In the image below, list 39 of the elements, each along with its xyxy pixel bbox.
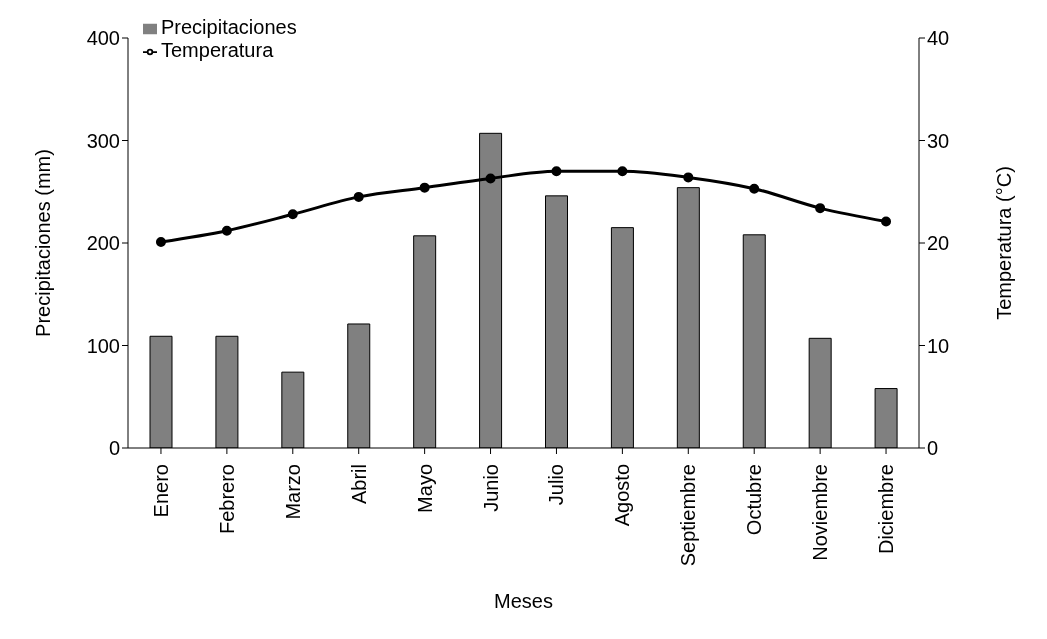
point <box>617 166 628 177</box>
x-tick-label: Diciembre <box>875 464 898 555</box>
x-axis-title: Meses <box>494 590 553 612</box>
point <box>881 216 892 227</box>
x-tick-label: Noviembre <box>809 464 832 561</box>
x-tick-label: Julio <box>545 464 568 506</box>
x-tick-label: Febrero <box>215 464 238 535</box>
point <box>683 172 694 183</box>
y-tick-label: 200 <box>86 232 120 255</box>
x-tick-label: Septiembre <box>677 464 700 567</box>
x-tick-label: Abril <box>347 464 370 505</box>
y-tick-label: 400 <box>86 27 120 50</box>
point <box>155 236 166 247</box>
point <box>353 191 364 202</box>
y-tick-label: 300 <box>86 129 120 152</box>
x-tick-label: Agosto <box>611 464 634 527</box>
y2-axis-title: Temperatura (°C) <box>993 166 1016 320</box>
y2-tick-label: 10 <box>927 334 950 357</box>
point <box>221 225 232 236</box>
y-axis-title: Precipitaciones (mm) <box>32 149 55 337</box>
x-tick-label: Mayo <box>413 464 436 513</box>
x-tick-label: Junio <box>479 464 502 512</box>
point <box>749 183 760 194</box>
x-tick-label: Enero <box>149 464 172 518</box>
x-tick-label: Octubre <box>743 464 766 536</box>
y-tick-label: 100 <box>86 334 120 357</box>
y2-tick-label: 30 <box>927 129 950 152</box>
point <box>551 166 562 177</box>
y2-tick-label: 20 <box>927 232 950 255</box>
point <box>815 203 826 214</box>
y-tick-label: 0 <box>108 437 120 460</box>
point <box>287 209 298 220</box>
y2-tick-label: 40 <box>927 27 950 50</box>
point <box>419 182 430 193</box>
x-tick-label: Marzo <box>281 464 304 520</box>
legend-label: Temperatura <box>161 39 274 61</box>
legend-label: Precipitaciones <box>161 16 297 38</box>
point <box>485 173 496 184</box>
y2-tick-label: 0 <box>927 437 939 460</box>
